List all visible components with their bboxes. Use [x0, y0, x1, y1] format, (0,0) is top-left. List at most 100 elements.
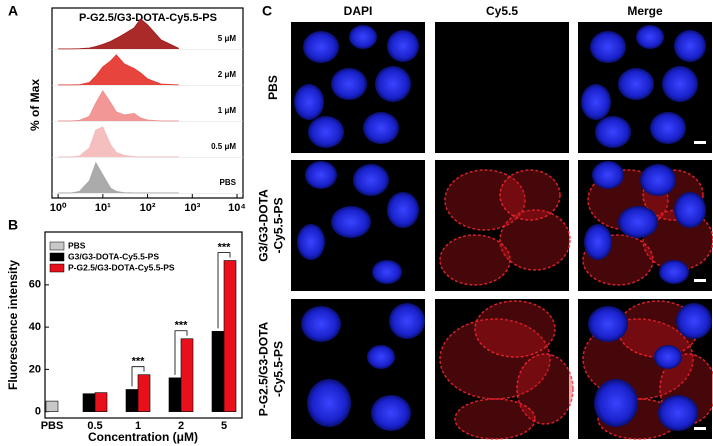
nucleus — [372, 260, 402, 284]
panel-label: C — [262, 3, 272, 19]
series-label: PBS — [220, 178, 237, 187]
x-tick-label: 10³ — [184, 202, 200, 214]
x-tick-label: 10⁰ — [50, 202, 67, 214]
micrograph — [578, 22, 712, 153]
row-label: G3/G3-DOTA — [257, 189, 271, 262]
histogram-area — [58, 91, 179, 121]
legend-swatch — [49, 263, 65, 273]
nucleus — [595, 116, 631, 148]
histogram-line — [58, 18, 180, 50]
nucleus — [618, 206, 658, 238]
significance-bracket — [217, 252, 231, 329]
significance-bracket — [131, 366, 145, 387]
bar — [180, 338, 194, 412]
nucleus — [640, 164, 676, 196]
bar — [211, 331, 225, 412]
micrograph — [578, 160, 713, 291]
nucleus — [588, 306, 628, 342]
image-background — [435, 160, 569, 291]
nucleus — [307, 379, 351, 427]
nucleus — [659, 260, 689, 284]
x-tick-label: 2 — [178, 420, 184, 432]
histogram-area — [58, 127, 179, 157]
histogram-line — [58, 161, 179, 194]
micrograph — [435, 299, 574, 440]
panel-label: A — [8, 3, 18, 19]
nucleus — [594, 379, 638, 427]
nucleus — [389, 303, 425, 339]
nucleus — [674, 30, 706, 62]
cytoplasm-signal — [454, 398, 536, 440]
image-background — [435, 22, 569, 153]
y-axis-label: % of Max — [28, 79, 42, 131]
nucleus — [662, 66, 698, 102]
row-label: P-G2.5/G3-DOTA — [257, 321, 271, 416]
y-tick-label: 40 — [29, 321, 41, 333]
micrograph — [291, 160, 425, 291]
cytoplasm-signal — [499, 209, 571, 271]
histogram-line — [58, 126, 179, 158]
x-tick-label: 10⁴ — [228, 202, 246, 214]
nucleus — [636, 25, 664, 49]
significance-label: *** — [175, 320, 189, 332]
y-tick-label: 20 — [29, 363, 41, 375]
nucleus — [584, 224, 612, 260]
nucleus — [387, 192, 419, 228]
series-label: 1 μM — [218, 106, 237, 115]
nucleus — [590, 31, 626, 63]
series-label: 0.5 μM — [211, 142, 236, 151]
micrograph — [578, 299, 713, 440]
row-label: PBS — [266, 75, 280, 100]
bar — [45, 400, 59, 412]
x-tick-label: 1 — [135, 420, 141, 432]
y-axis-label: Fluorescence intensity — [6, 260, 20, 390]
bar — [168, 377, 182, 412]
nucleus — [301, 306, 341, 342]
bar — [125, 389, 139, 412]
nucleus — [353, 164, 389, 196]
nucleus — [592, 161, 624, 189]
cytoplasm-signal — [444, 169, 526, 231]
column-header: Merge — [627, 4, 663, 18]
y-tick-label: 0 — [35, 406, 41, 418]
scale-bar — [694, 141, 706, 144]
bar — [94, 392, 108, 412]
series-label: 2 μM — [218, 70, 237, 79]
x-tick-label: 10² — [140, 202, 156, 214]
scale-bar — [694, 279, 706, 282]
nucleus — [674, 192, 706, 228]
nucleus — [581, 84, 611, 120]
bar — [223, 260, 237, 412]
histogram-area — [58, 55, 179, 85]
cytoplasm-signal — [499, 169, 561, 221]
legend-swatch — [49, 252, 65, 262]
micrograph — [291, 22, 425, 153]
axes-frame — [44, 231, 243, 419]
nucleus — [658, 395, 698, 431]
nucleus — [650, 112, 686, 144]
cytoplasm-signal — [439, 234, 511, 286]
x-tick-label: 5 — [221, 420, 227, 432]
nucleus — [294, 84, 324, 120]
column-header: DAPI — [344, 4, 373, 18]
histogram-line — [58, 54, 179, 86]
legend-label: G3/G3-DOTA-Cy5.5-PS — [68, 251, 159, 261]
nucleus — [305, 161, 337, 189]
nucleus — [387, 30, 419, 62]
cytoplasm-signal — [516, 353, 574, 425]
nucleus — [363, 112, 399, 144]
histogram-line — [58, 90, 179, 122]
nucleus — [375, 66, 411, 102]
micrograph — [291, 299, 425, 439]
histogram-area — [58, 163, 179, 193]
nucleus — [371, 395, 411, 431]
x-tick-label: 10¹ — [95, 202, 111, 214]
nucleus — [367, 345, 395, 369]
nucleus — [331, 68, 367, 100]
legend-label: PBS — [68, 240, 86, 250]
scale-bar — [694, 427, 706, 430]
significance-bracket — [174, 330, 188, 375]
significance-label: *** — [218, 241, 232, 253]
nucleus — [308, 116, 344, 148]
